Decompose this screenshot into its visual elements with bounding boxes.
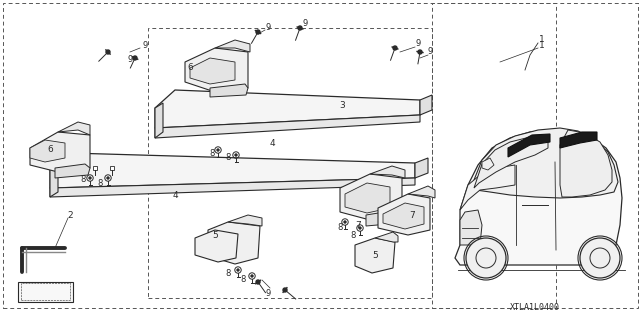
Circle shape [89, 177, 92, 179]
Text: 6: 6 [47, 145, 53, 154]
Polygon shape [460, 165, 515, 210]
Text: 8: 8 [80, 175, 86, 184]
Polygon shape [195, 230, 238, 262]
Polygon shape [155, 103, 163, 138]
Polygon shape [383, 203, 424, 229]
Text: 9: 9 [266, 23, 271, 32]
Bar [93, 166, 97, 170]
Text: 8: 8 [240, 276, 246, 285]
Text: 9: 9 [415, 39, 420, 48]
Bar [18, 282, 73, 302]
Polygon shape [370, 166, 405, 178]
Polygon shape [355, 238, 395, 273]
Bar [21, 283, 70, 300]
Bar [3, 3, 556, 308]
Polygon shape [366, 210, 402, 226]
Bar [148, 28, 432, 298]
Bar [432, 3, 638, 308]
Circle shape [359, 227, 361, 229]
Polygon shape [560, 130, 612, 197]
Polygon shape [472, 128, 618, 198]
Circle shape [283, 288, 287, 292]
Text: 3: 3 [339, 100, 345, 109]
Circle shape [217, 149, 220, 151]
Polygon shape [455, 130, 622, 265]
Polygon shape [415, 158, 428, 178]
Polygon shape [50, 165, 58, 197]
Text: 5: 5 [372, 250, 378, 259]
Text: 6: 6 [187, 63, 193, 72]
Polygon shape [460, 210, 482, 245]
Polygon shape [30, 140, 65, 162]
Text: 9: 9 [266, 288, 271, 298]
Polygon shape [228, 215, 262, 226]
Text: 2: 2 [67, 211, 73, 219]
Text: 8: 8 [225, 269, 230, 278]
Polygon shape [50, 178, 415, 197]
Polygon shape [215, 40, 250, 52]
Circle shape [107, 177, 109, 179]
Polygon shape [210, 84, 248, 97]
Polygon shape [155, 115, 420, 138]
Circle shape [256, 280, 260, 284]
Text: 7: 7 [409, 211, 415, 219]
Circle shape [580, 238, 620, 278]
Text: 9: 9 [127, 56, 132, 64]
Text: 9: 9 [428, 48, 433, 56]
Circle shape [235, 154, 237, 156]
Polygon shape [58, 122, 90, 135]
Polygon shape [190, 58, 235, 84]
Circle shape [418, 50, 422, 54]
Circle shape [237, 269, 239, 271]
Text: 9: 9 [302, 19, 308, 28]
Text: 8: 8 [337, 224, 342, 233]
Text: 8: 8 [350, 231, 356, 240]
Polygon shape [50, 153, 415, 188]
Polygon shape [30, 132, 90, 172]
Circle shape [106, 50, 110, 54]
Text: 8: 8 [209, 149, 214, 158]
Polygon shape [208, 222, 260, 264]
Polygon shape [420, 95, 432, 115]
Text: 1: 1 [539, 35, 545, 44]
Text: 9: 9 [142, 41, 148, 49]
Text: XTLA1L0400: XTLA1L0400 [510, 303, 560, 313]
Text: 7: 7 [355, 220, 361, 229]
Circle shape [344, 221, 346, 223]
Polygon shape [345, 183, 390, 213]
Circle shape [133, 56, 137, 60]
Circle shape [466, 238, 506, 278]
Text: 4: 4 [172, 190, 178, 199]
Polygon shape [482, 158, 494, 170]
Circle shape [298, 26, 302, 30]
Polygon shape [508, 134, 550, 157]
Circle shape [251, 275, 253, 277]
Polygon shape [340, 174, 402, 220]
Polygon shape [155, 90, 420, 128]
Circle shape [256, 30, 260, 34]
Circle shape [393, 46, 397, 50]
Polygon shape [474, 135, 548, 188]
Text: 4: 4 [269, 138, 275, 147]
Text: 1: 1 [539, 41, 545, 49]
Polygon shape [408, 186, 435, 198]
Text: 5: 5 [212, 231, 218, 240]
Bar [110, 166, 114, 170]
Polygon shape [378, 194, 430, 235]
Text: 8: 8 [97, 179, 102, 188]
Polygon shape [375, 232, 398, 242]
Polygon shape [55, 164, 90, 178]
Polygon shape [560, 132, 597, 148]
Text: 8: 8 [225, 153, 230, 162]
Polygon shape [185, 48, 248, 92]
